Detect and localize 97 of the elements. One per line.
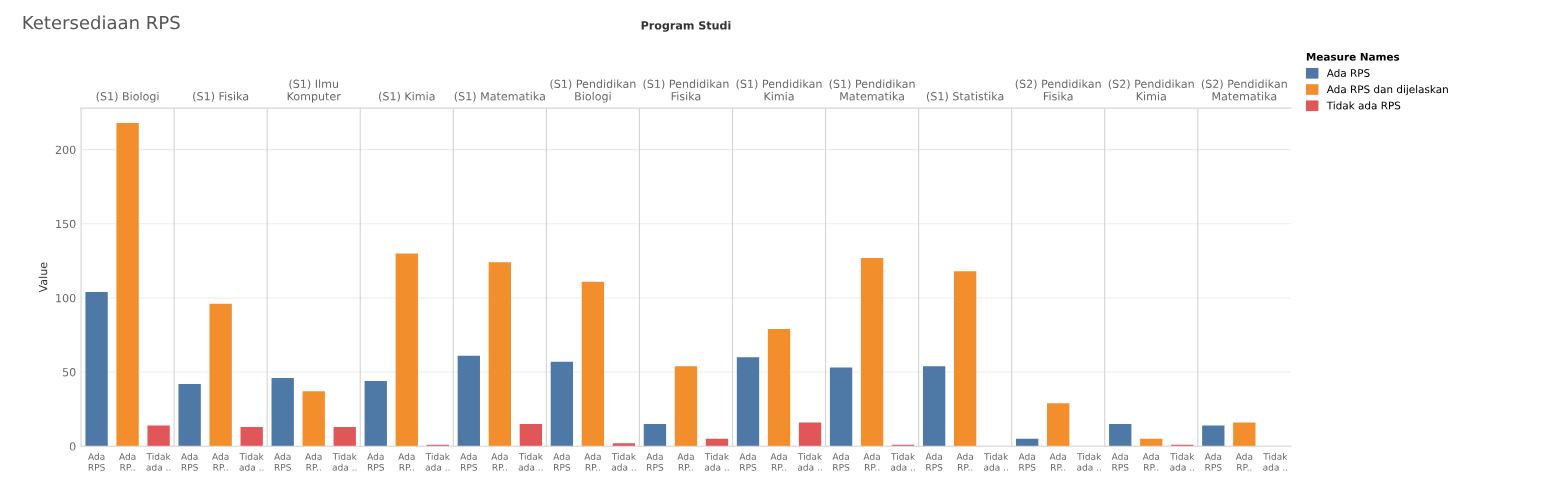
bar xyxy=(922,366,946,447)
y-tick-label: 0 xyxy=(69,442,76,451)
text: Tidak ada .. xyxy=(611,452,637,471)
text: Ada RPS xyxy=(553,452,571,471)
bar xyxy=(643,423,667,447)
x-axis-title: Program Studi xyxy=(641,20,731,32)
bar xyxy=(147,425,170,447)
y-tick-label: 150 xyxy=(56,219,76,229)
bar xyxy=(302,391,325,447)
bar xyxy=(860,257,884,447)
text: Tidak ada .. xyxy=(984,452,1009,471)
y-tick-label: 50 xyxy=(62,368,76,377)
legend-label: Tidak ada RPS xyxy=(1326,101,1401,110)
text: Tidak ada .. xyxy=(1263,452,1288,471)
bar xyxy=(178,383,201,447)
text: Tidak ada .. xyxy=(239,452,264,471)
bar xyxy=(674,366,698,447)
bar xyxy=(798,422,822,447)
bar xyxy=(1140,438,1163,447)
bar xyxy=(85,292,108,447)
bar xyxy=(271,378,294,447)
text: Ada RPS xyxy=(646,452,664,471)
bar xyxy=(395,253,418,447)
text: Tidak ada .. xyxy=(890,452,916,471)
text: Tidak ada .. xyxy=(1077,452,1102,471)
bar xyxy=(705,438,729,447)
x-tick-label: (S1) Biologi xyxy=(96,91,159,103)
bar xyxy=(829,367,853,447)
text: Tidak ada .. xyxy=(425,452,450,471)
bar xyxy=(1233,422,1256,447)
bar xyxy=(736,357,760,447)
x-tick-label: (S2) Pendidikan Kimia xyxy=(1108,79,1194,101)
text: Ada RPS xyxy=(181,452,198,471)
x-tick-label: (S1) Kimia xyxy=(379,91,435,102)
text: Ada RPS xyxy=(460,452,478,471)
text: Ada RP.. xyxy=(1235,452,1253,471)
x-tick-label: (S1) Pendidikan Fisika xyxy=(643,79,729,101)
text: Ada RPS xyxy=(1018,452,1036,471)
text: Ada RP.. xyxy=(956,452,973,471)
bar xyxy=(1202,425,1225,447)
text: Ada RPS xyxy=(367,452,384,471)
bar xyxy=(519,423,543,447)
y-tick-label: 200 xyxy=(55,145,76,155)
bar xyxy=(612,443,636,447)
text: Ada RP.. xyxy=(863,452,880,471)
text: Ada RP.. xyxy=(212,452,229,471)
text: Ada RPS xyxy=(832,452,850,471)
text: Ada RP.. xyxy=(770,452,787,471)
bar xyxy=(550,361,574,447)
bar xyxy=(488,262,512,447)
x-tick-label: (S1) Fisika xyxy=(193,91,249,102)
legend-label: Ada RPS xyxy=(1326,68,1370,77)
text: Ada RP.. xyxy=(119,452,136,471)
text: Ada RPS xyxy=(274,452,291,471)
text: Ada RP.. xyxy=(1142,452,1160,471)
legend-label: Ada RPS dan dijelaskan xyxy=(1326,85,1448,96)
bar xyxy=(953,271,977,447)
text: Ada RPS xyxy=(1111,452,1129,471)
text: Ada RP.. xyxy=(584,452,601,471)
text: Ada RPS xyxy=(739,452,757,471)
text: Ada RP.. xyxy=(677,452,694,471)
text: Tidak ada .. xyxy=(704,452,730,471)
bar xyxy=(581,281,605,447)
text: Ada RPS xyxy=(925,452,943,471)
x-tick-label: (S1) Pendidikan Kimia xyxy=(736,79,822,101)
legend-title: Measure Names xyxy=(1306,52,1400,61)
text: Tidak ada .. xyxy=(1170,452,1195,471)
text: Ada RPS xyxy=(88,452,105,471)
bar xyxy=(209,303,232,447)
text: Tidak ada .. xyxy=(518,452,543,471)
x-tick-label: (S2) Pendidikan Matematika xyxy=(1201,79,1287,101)
y-axis-title: Value xyxy=(38,262,48,293)
chart-title: Ketersediaan RPS xyxy=(23,15,180,30)
bar xyxy=(767,329,791,447)
bar xyxy=(1047,403,1070,447)
bar xyxy=(116,122,139,447)
x-tick-label: (S1) Statistika xyxy=(926,91,1004,102)
bar xyxy=(1109,423,1132,447)
bar xyxy=(457,355,480,447)
text: Ada RP.. xyxy=(1049,452,1067,471)
bar xyxy=(240,426,263,447)
x-tick-label: (S1) Ilmu Komputer xyxy=(287,79,341,103)
text: Ada RPS xyxy=(1204,452,1222,471)
text: Tidak ada .. xyxy=(146,452,171,471)
x-tick-label: (S2) Pendidikan Fisika xyxy=(1015,79,1101,101)
text: Tidak ada .. xyxy=(332,452,357,471)
text: Ada RP.. xyxy=(491,452,508,471)
x-tick-label: (S1) Pendidikan Matematika xyxy=(829,79,915,101)
text: Tidak ada .. xyxy=(797,452,823,471)
y-tick-label: 100 xyxy=(56,293,76,303)
text: Ada RP.. xyxy=(305,452,322,471)
bar xyxy=(1016,438,1039,447)
text: Ada RP.. xyxy=(398,452,415,471)
bar xyxy=(364,380,387,447)
x-tick-label: (S1) Matematika xyxy=(454,91,545,102)
bar xyxy=(333,426,356,447)
x-tick-label: (S1) Pendidikan Biologi xyxy=(550,79,636,103)
